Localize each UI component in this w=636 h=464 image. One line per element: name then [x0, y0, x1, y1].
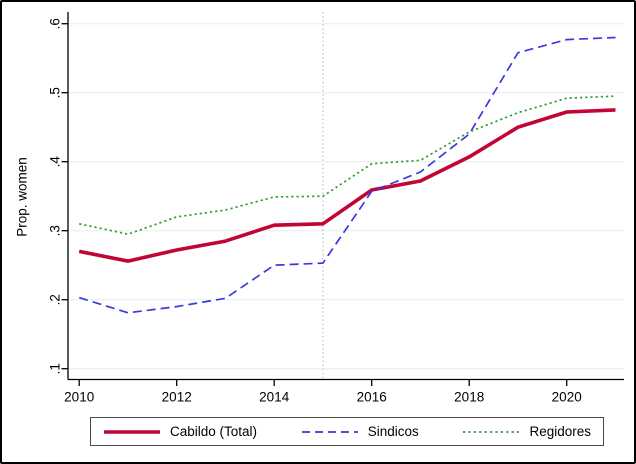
y-axis-tick-label: .4: [48, 156, 63, 168]
legend-line-sample-dashed-icon: [301, 430, 358, 433]
x-axis-tick-label: 2018: [454, 390, 484, 405]
legend-label-cabildo-total: Cabildo (Total): [170, 424, 258, 439]
legend-item-sindicos: Sindicos: [301, 424, 419, 439]
legend-label-regidores: Regidores: [529, 424, 591, 439]
y-axis-tick-label: .3: [48, 225, 63, 236]
y-axis-tick-label: .5: [48, 87, 63, 98]
legend-line-sample-dotted-icon: [463, 430, 520, 433]
x-axis-tick-label: 2014: [259, 390, 290, 405]
x-axis-tick-label: 2016: [357, 390, 387, 405]
legend-label-sindicos: Sindicos: [367, 424, 419, 439]
y-axis-tick-label: .2: [48, 294, 63, 305]
y-axis-title: Prop. women: [14, 157, 30, 237]
x-axis-tick-label: 2020: [552, 390, 582, 405]
legend: Cabildo (Total) Sindicos Regidores: [90, 417, 604, 446]
y-axis-tick-label: .1: [48, 363, 63, 374]
y-axis-tick-label: .6: [48, 18, 63, 29]
legend-item-cabildo-total: Cabildo (Total): [103, 424, 257, 439]
legend-item-regidores: Regidores: [462, 424, 591, 439]
legend-line-sample-solid-icon: [104, 429, 160, 434]
x-axis-tick-label: 2010: [64, 390, 94, 405]
series-line-regidores: [79, 95, 616, 236]
series-line-sindicos: [78, 36, 616, 314]
series-line-cabildo-total: [78, 108, 616, 263]
x-axis-tick-label: 2012: [162, 390, 192, 405]
